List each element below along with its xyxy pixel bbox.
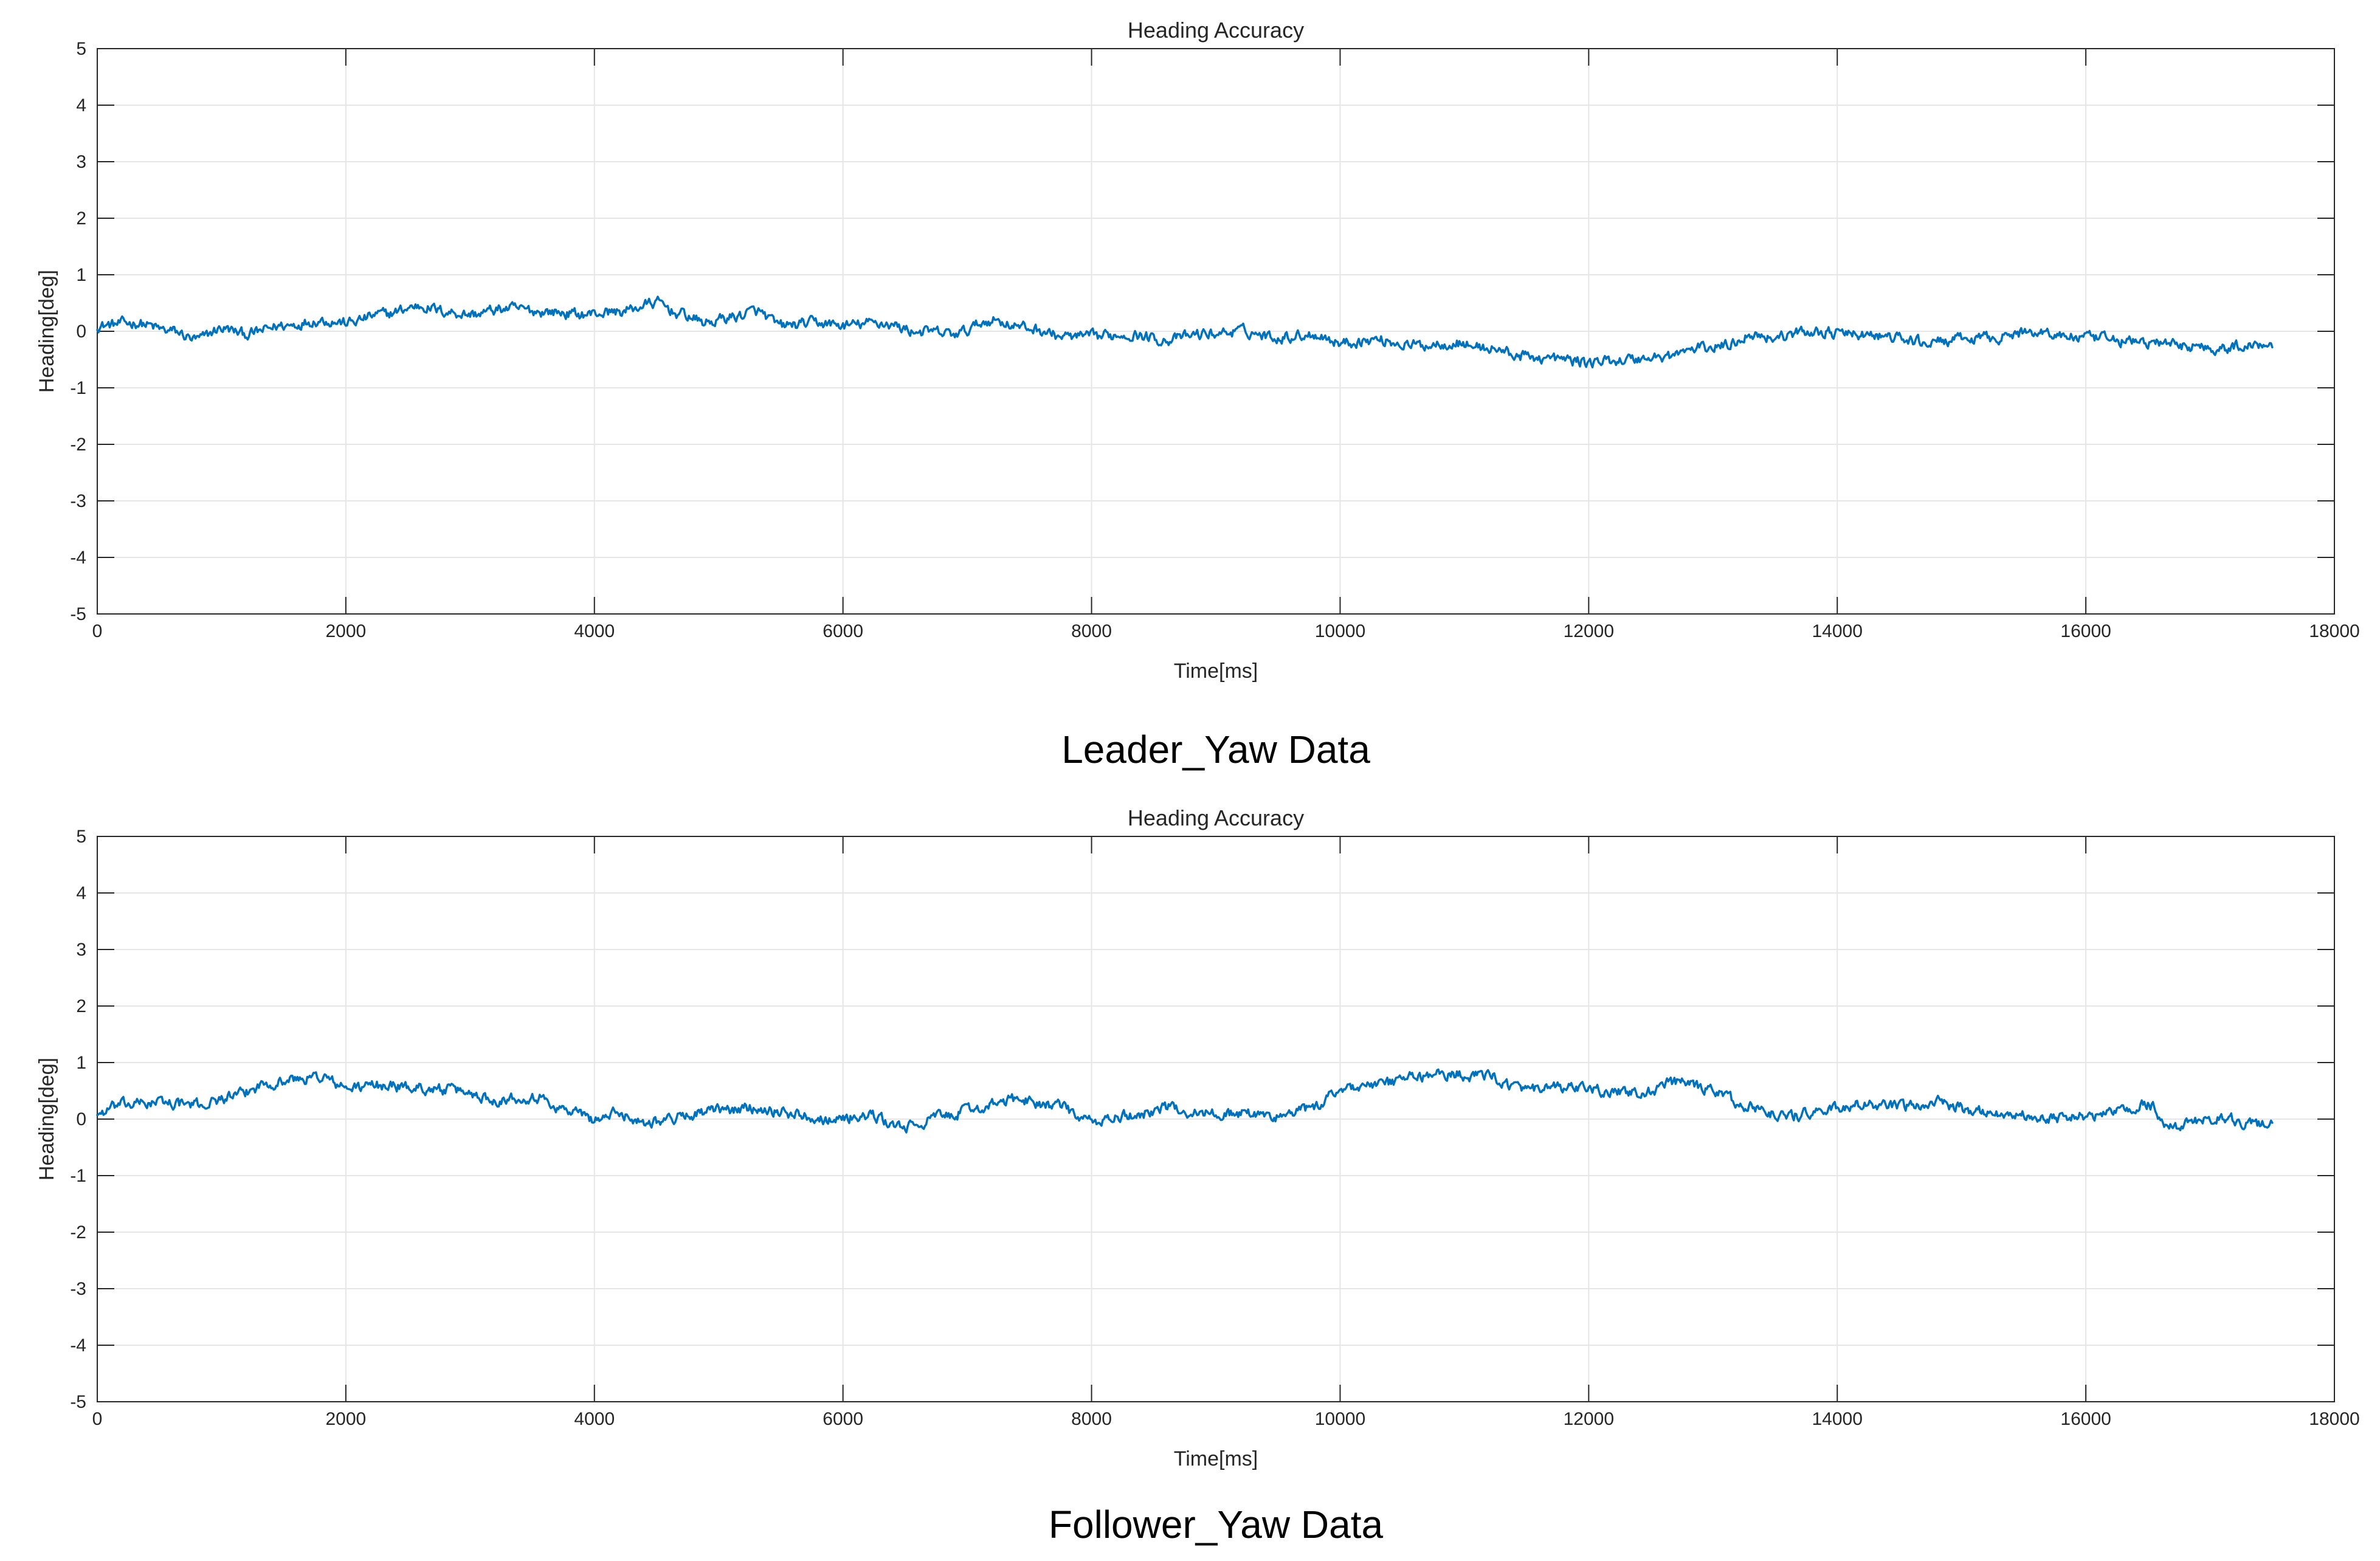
leader-x-tick-label: 16000: [2060, 621, 2111, 641]
leader-y-tick-label: 3: [76, 152, 86, 172]
leader-plot-title: Heading Accuracy: [1128, 18, 1304, 43]
leader-y-tick-label: -3: [70, 491, 86, 511]
follower-grid: [97, 836, 2334, 1402]
follower-x-tick-label: 2000: [326, 1409, 367, 1429]
follower-y-tick-label: 2: [76, 996, 86, 1016]
leader-y-tick-label: 1: [76, 265, 86, 285]
follower-x-tick-label: 8000: [1071, 1409, 1112, 1429]
leader-x-axis-label: Time[ms]: [1174, 660, 1258, 683]
follower-y-tick-label: 4: [76, 883, 86, 903]
follower-y-tick-label: 5: [76, 827, 86, 847]
leader-y-tick-label: 2: [76, 208, 86, 229]
follower-y-tick-label: -1: [70, 1166, 86, 1186]
leader-caption: Leader_Yaw Data: [1061, 728, 1370, 771]
follower-x-tick-label: 14000: [1812, 1409, 1863, 1429]
leader-y-tick-label: 5: [76, 39, 86, 59]
follower-x-tick-label: 4000: [574, 1409, 615, 1429]
follower-y-tick-label: 1: [76, 1053, 86, 1073]
follower-y-axis-label: Heading[deg]: [35, 1058, 58, 1180]
leader-panel: 0 2000 4000 6000 8000 10000 12000 14000 16000 180…: [35, 18, 2360, 771]
follower-panel: 0 2000 4000 6000 8000 10000 12000 14000 16000 180…: [35, 805, 2360, 1546]
leader-y-tick-label: -5: [70, 604, 86, 624]
leader-x-tick-label: 14000: [1812, 621, 1863, 641]
leader-y-ticks: -5 -4 -3 -2 -1 0 1 2 3 4 5: [70, 39, 2334, 624]
follower-x-tick-label: 18000: [2309, 1409, 2359, 1429]
leader-x-tick-label: 6000: [823, 621, 863, 641]
leader-y-tick-label: 4: [76, 95, 86, 115]
leader-y-tick-label: -2: [70, 435, 86, 455]
follower-y-tick-label: 0: [76, 1109, 86, 1129]
leader-y-tick-label: -4: [70, 548, 86, 568]
leader-x-tick-label: 10000: [1315, 621, 1365, 641]
leader-x-ticks: 0 2000 4000 6000 8000 10000 12000 14000 16000 180…: [92, 49, 2360, 641]
follower-x-ticks: 0 2000 4000 6000 8000 10000 12000 14000 16000 180…: [92, 836, 2360, 1429]
leader-y-axis-label: Heading[deg]: [35, 270, 58, 393]
leader-y-tick-label: 0: [76, 322, 86, 342]
follower-x-tick-label: 12000: [1564, 1409, 1614, 1429]
follower-caption: Follower_Yaw Data: [1049, 1503, 1384, 1546]
follower-x-tick-label: 6000: [823, 1409, 863, 1429]
leader-x-tick-label: 18000: [2309, 621, 2359, 641]
follower-y-tick-label: -3: [70, 1279, 86, 1299]
follower-y-ticks: -5 -4 -3 -2 -1 0 1 2 3 4 5: [70, 827, 2334, 1412]
leader-y-tick-label: -1: [70, 378, 86, 398]
follower-x-tick-label: 0: [92, 1409, 103, 1429]
leader-x-tick-label: 12000: [1564, 621, 1614, 641]
leader-x-tick-label: 4000: [574, 621, 615, 641]
follower-y-tick-label: 3: [76, 940, 86, 960]
follower-y-tick-label: -2: [70, 1222, 86, 1242]
leader-x-tick-label: 2000: [326, 621, 367, 641]
leader-grid: [97, 49, 2334, 614]
leader-x-tick-label: 8000: [1071, 621, 1112, 641]
follower-y-tick-label: -4: [70, 1335, 86, 1356]
follower-series: [96, 1068, 2274, 1134]
leader-series: [96, 295, 2274, 369]
follower-series-line: [96, 1068, 2274, 1134]
follower-x-tick-label: 10000: [1315, 1409, 1365, 1429]
follower-plot-title: Heading Accuracy: [1128, 805, 1304, 830]
follower-x-axis-label: Time[ms]: [1174, 1447, 1258, 1470]
follower-x-tick-label: 16000: [2060, 1409, 2111, 1429]
follower-y-tick-label: -5: [70, 1392, 86, 1412]
leader-x-tick-label: 0: [92, 621, 103, 641]
leader-series-line: [96, 295, 2274, 369]
